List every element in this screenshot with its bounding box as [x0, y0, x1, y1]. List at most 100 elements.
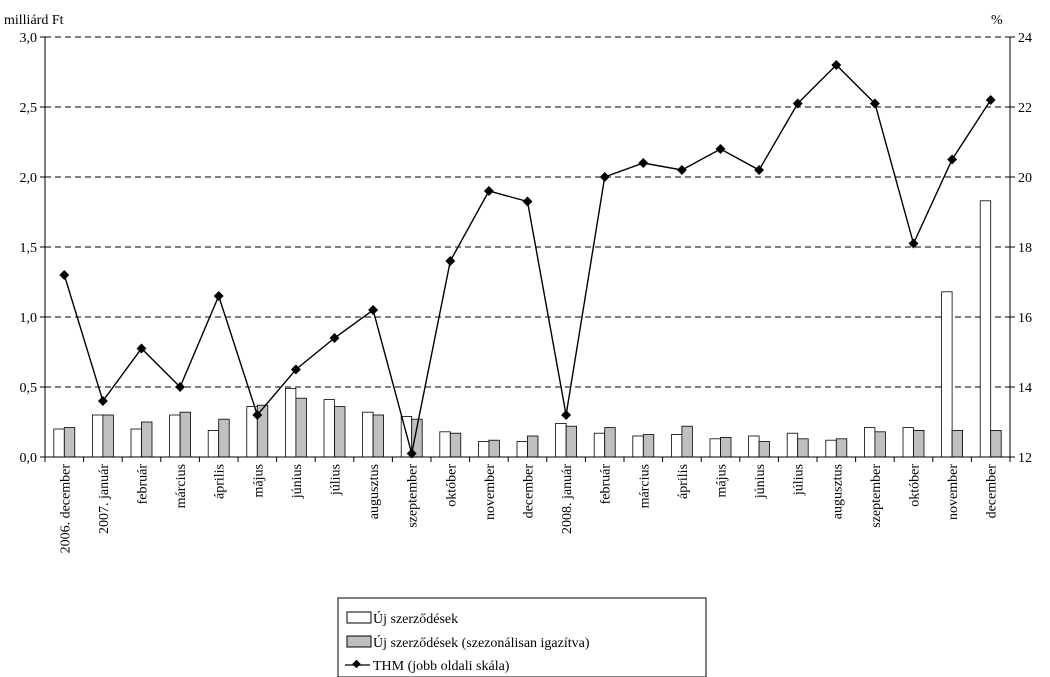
- x-tick-label: október: [908, 464, 923, 507]
- thm-point: [599, 172, 610, 182]
- x-tick-label: december: [522, 464, 537, 519]
- x-tick-label: szeptember: [869, 464, 884, 528]
- bar-new-contracts: [864, 427, 876, 458]
- x-tick-label: április: [676, 464, 691, 499]
- left-tick-label: 0,5: [20, 381, 38, 396]
- bar-new-contracts: [130, 428, 142, 458]
- legend-swatch-thm-marker: [352, 659, 361, 669]
- thm-point: [329, 333, 340, 343]
- bar-seasonally-adjusted: [488, 439, 500, 458]
- bar-new-contracts: [786, 432, 799, 458]
- x-tick-label: december: [985, 464, 1000, 519]
- thm-point: [792, 98, 803, 109]
- x-tick-labels: 2006. december 2007. január február március…: [58, 464, 999, 554]
- thm-point: [947, 154, 958, 165]
- thm-point: [59, 270, 70, 280]
- right-tick-label: 22: [1018, 101, 1032, 116]
- bar-new-contracts: [323, 399, 335, 458]
- thm-point: [97, 396, 108, 406]
- bar-new-contracts: [671, 434, 683, 458]
- bar-new-contracts: [477, 441, 490, 458]
- thm-point: [869, 98, 880, 109]
- bar-seasonally-adjusted: [141, 421, 153, 458]
- x-tick-label: 2006. december: [58, 464, 73, 554]
- x-tick-label: július: [329, 464, 344, 496]
- thm-point: [175, 382, 186, 392]
- legend-label-thm: THM (jobb oldali skála): [373, 659, 510, 674]
- x-tick-label: július: [792, 464, 807, 496]
- right-tick-label: 18: [1018, 241, 1032, 256]
- left-tick-label: 2,5: [20, 101, 38, 116]
- bar-new-contracts: [825, 439, 837, 458]
- thm-point: [522, 196, 533, 207]
- thm-point: [252, 410, 263, 420]
- bar-new-contracts: [53, 428, 65, 458]
- bar-new-contracts: [169, 414, 181, 458]
- bar-seasonally-adjusted: [372, 414, 385, 458]
- left-tick-label: 0,0: [20, 451, 38, 466]
- gridlines: [45, 36, 1010, 388]
- bar-seasonally-adjusted: [951, 429, 963, 458]
- bar-new-contracts: [516, 441, 528, 458]
- thm-point: [213, 291, 224, 301]
- right-tick-label: 24: [1018, 31, 1032, 46]
- thm-point: [483, 186, 494, 196]
- legend-label-new-contracts: Új szerződések: [373, 610, 458, 627]
- legend-label-seasonally-adjusted: Új szerződések (szezonálisan igazítva): [373, 634, 590, 651]
- x-tick-label: február: [599, 464, 614, 505]
- bar-seasonally-adjusted: [179, 411, 192, 458]
- bar-new-contracts: [941, 291, 953, 458]
- bar-seasonally-adjusted: [218, 418, 230, 458]
- bar-seasonally-adjusted: [334, 406, 346, 458]
- bar-seasonally-adjusted: [874, 431, 886, 458]
- left-tick-label: 2,0: [20, 171, 38, 186]
- bar-new-contracts: [593, 432, 606, 458]
- x-tick-label: május: [715, 464, 730, 497]
- bar-seasonally-adjusted: [835, 438, 848, 458]
- thm-point: [290, 364, 301, 375]
- legend: Új szerződések Új szerződések (szezonáli…: [337, 597, 707, 677]
- thm-point: [985, 95, 996, 105]
- x-tick-label: 2007. január: [97, 464, 112, 534]
- right-tick-label: 20: [1018, 171, 1032, 186]
- y-tick-labels: 0,0 0,5 1,0 1,5 2,0 2,5 3,0 12 14 16 18 20 22 24: [20, 31, 1033, 466]
- thm-point: [908, 238, 919, 249]
- thm-point: [831, 60, 842, 70]
- axes: [40, 36, 1015, 462]
- bar-seasonally-adjusted: [758, 441, 770, 458]
- bar-seasonally-adjusted: [681, 425, 693, 458]
- right-tick-label: 12: [1018, 451, 1032, 466]
- thm-point: [136, 343, 147, 354]
- bar-new-contracts: [92, 414, 104, 458]
- left-tick-label: 1,5: [20, 241, 38, 256]
- x-tick-label: november: [946, 464, 961, 520]
- bar-new-contracts: [632, 435, 644, 458]
- bar-seasonally-adjusted: [642, 434, 655, 458]
- x-tick-label: november: [483, 464, 498, 520]
- right-tick-label: 16: [1018, 311, 1032, 326]
- bar-seasonally-adjusted: [295, 397, 307, 458]
- x-tick-label: február: [136, 464, 151, 505]
- x-tick-label: október: [444, 464, 459, 507]
- x-tick-label: május: [251, 464, 266, 497]
- bars-layer: [53, 200, 1002, 458]
- thm-point: [445, 256, 456, 266]
- legend-box: [337, 597, 707, 677]
- bar-seasonally-adjusted: [63, 427, 76, 458]
- bar-seasonally-adjusted: [990, 429, 1002, 458]
- thm-point: [754, 165, 765, 175]
- bar-new-contracts: [439, 431, 451, 458]
- x-tick-label: június: [290, 464, 305, 499]
- bar-seasonally-adjusted: [604, 427, 616, 458]
- bar-new-contracts: [979, 200, 992, 458]
- bar-seasonally-adjusted: [720, 436, 732, 458]
- x-tick-label: augusztus: [367, 464, 382, 519]
- x-tick-label: április: [213, 464, 228, 499]
- legend-swatch-new-contracts: [346, 611, 372, 624]
- thm-point: [406, 448, 417, 459]
- thm-point: [561, 410, 572, 420]
- x-tick-label: 2008. január: [560, 464, 575, 534]
- bar-seasonally-adjusted: [797, 438, 809, 458]
- bar-new-contracts: [207, 429, 220, 458]
